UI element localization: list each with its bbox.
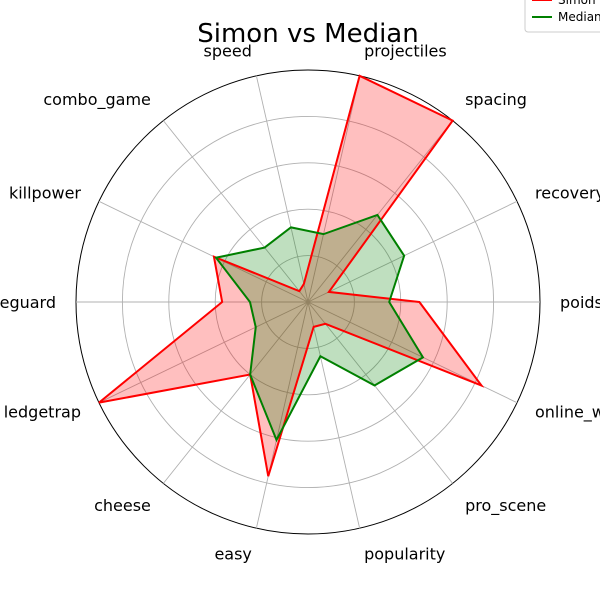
- axis-label-online-winrate: online_winrate: [535, 402, 600, 422]
- axis-label-pro-scene: pro_scene: [465, 496, 546, 516]
- axis-spoke: [98, 200, 309, 303]
- axis-spoke: [98, 301, 309, 404]
- axis-labels: poids recovery spacing projectiles speed comb…: [0, 41, 600, 563]
- axis-spoke: [255, 301, 309, 529]
- chart-title: Simon vs Median: [197, 19, 418, 49]
- series-fill-median: [216, 214, 423, 440]
- axis-spoke: [307, 75, 361, 303]
- radar-series: [98, 74, 485, 477]
- axis-spoke: [307, 200, 518, 303]
- axis-spoke: [162, 120, 309, 303]
- radar-grid: [75, 69, 541, 535]
- axis-label-spacing: spacing: [465, 90, 527, 109]
- axis-label-cheese: cheese: [94, 496, 151, 515]
- axis-label-poids: poids: [560, 293, 600, 312]
- legend-label-simon: Simon: [558, 0, 596, 7]
- axis-label-easy: easy: [214, 545, 251, 564]
- axis-label-ledgetrap: ledgetrap: [4, 402, 81, 421]
- axis-label-projectiles: projectiles: [364, 41, 447, 60]
- axis-spoke: [162, 301, 309, 484]
- series-fill-simon: [98, 75, 482, 477]
- series-line-median: [214, 213, 425, 443]
- axis-spoke: [307, 301, 361, 529]
- axis-label-popularity: popularity: [364, 545, 445, 564]
- axis-label-recovery: recovery: [535, 184, 600, 203]
- legend-label-median: Median: [558, 10, 600, 24]
- axis-label-combo-game: combo_game: [43, 90, 151, 110]
- axis-spoke: [307, 301, 454, 484]
- legend: Simon Median: [524, 0, 600, 33]
- axis-label-speed: speed: [204, 41, 252, 60]
- axis-spoke: [255, 75, 309, 303]
- axis-label-killpower: killpower: [9, 184, 81, 203]
- legend-box: [524, 0, 600, 33]
- axis-spoke: [307, 120, 454, 303]
- series-line-simon: [98, 74, 485, 477]
- axis-label-edgeguard: edgeguard: [0, 293, 56, 312]
